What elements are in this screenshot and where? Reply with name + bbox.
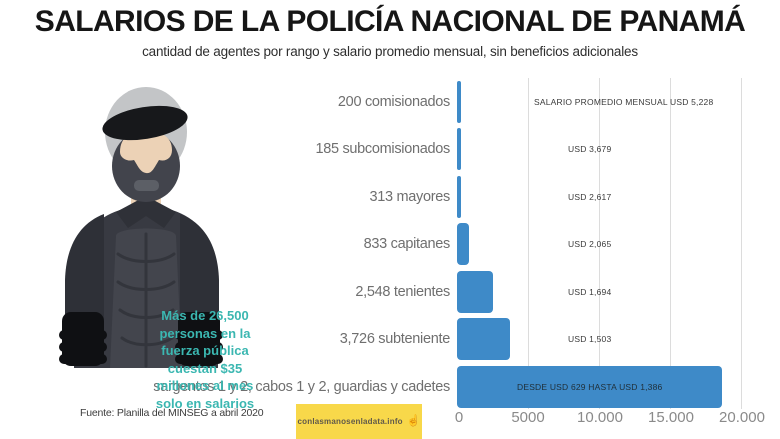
value-label: USD 1,694 (568, 286, 612, 297)
bar-tenientes (457, 270, 494, 313)
gridline (528, 78, 529, 409)
x-axis: 0 5000 10.000 15.000 20.000 (0, 409, 780, 431)
bar-sargentos-cabos-guardias-cadetes: DESDE USD 629 HASTA USD 1,386 (457, 365, 723, 408)
riot-officer-icon (59, 87, 223, 368)
annotation-text: Más de 26,500 personas en la fuerza públ… (155, 308, 255, 411)
category-label: 833 capitanes (363, 236, 451, 253)
bar-capitanes (457, 223, 469, 265)
gridline (741, 78, 742, 409)
value-label: USD 1,503 (568, 334, 612, 345)
category-label: 313 mayores (369, 188, 450, 205)
chart-row: 2,548 tenientes USD 1,694 (0, 268, 780, 316)
x-axis-tick-label: 5000 (511, 409, 545, 426)
value-label: USD 2,617 (568, 191, 612, 202)
category-label: sargentos 1 y 2, cabos 1 y 2, guardias y… (153, 378, 450, 395)
value-label: USD 2,065 (568, 239, 612, 250)
source-note: Fuente: Planilla del MINSEG a abril 2020 (80, 407, 264, 419)
category-label: 185 subcomisionados (315, 141, 450, 158)
chart-row: 833 capitanes USD 2,065 (0, 221, 780, 269)
watermark-badge[interactable]: conlasmanosenladata.info ☝ (296, 404, 422, 439)
gridline (670, 78, 671, 409)
page-subtitle: cantidad de agentes por rango y salario … (142, 44, 638, 59)
x-axis-tick-label: 15.000 (648, 409, 694, 426)
category-label: 3,726 subteniente (339, 331, 451, 348)
bar-mayores (457, 175, 462, 218)
x-axis-tick-label: 10.000 (577, 409, 623, 426)
riot-police-officer-illustration: Más de 26,500 personas en la fuerza públ… (58, 84, 254, 411)
chart-row: 313 mayores USD 2,617 (0, 173, 780, 221)
bar-subteniente (457, 318, 510, 360)
x-axis-tick-label: 0 (454, 409, 464, 426)
value-label: DESDE USD 629 HASTA USD 1,386 (516, 381, 663, 392)
chart-row: 200 comisionados SALARIO PROMEDIO MENSUA… (0, 78, 780, 126)
watermark-text: conlasmanosenladata.info (297, 417, 403, 426)
bar-comisionados (457, 80, 461, 123)
category-label: 2,548 tenientes (355, 283, 450, 300)
value-label: SALARIO PROMEDIO MENSUAL USD 5,228 (534, 96, 714, 107)
page-title: SALARIOS DE LA POLICÍA NACIONAL DE PANAM… (34, 5, 746, 38)
x-axis-tick-label: 20.000 (719, 409, 765, 426)
chart-row: sargentos 1 y 2, cabos 1 y 2, guardias y… (0, 363, 780, 411)
value-label: USD 3,679 (568, 144, 612, 155)
gridline (599, 78, 600, 409)
category-label: 200 comisionados (337, 93, 450, 110)
bar-chart: 200 comisionados SALARIO PROMEDIO MENSUA… (0, 78, 780, 411)
chart-row: 185 subcomisionados USD 3,679 (0, 126, 780, 174)
chart-row: 3,726 subteniente USD 1,503 (0, 316, 780, 364)
bar-subcomisionados (457, 128, 461, 170)
pointer-hand-icon: ☝ (406, 415, 421, 427)
